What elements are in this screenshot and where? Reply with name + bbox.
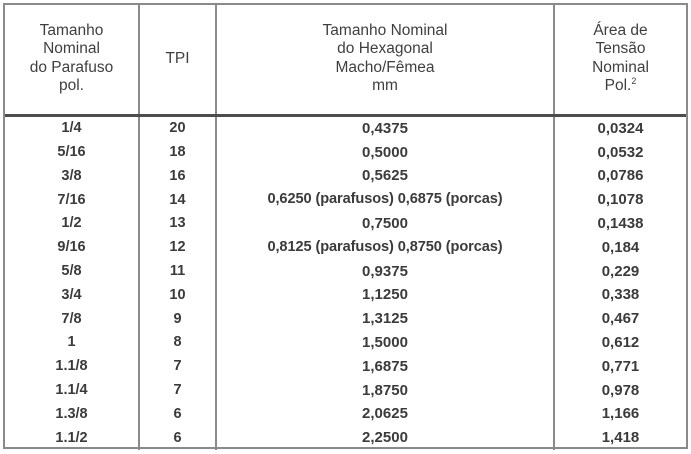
cell-size: 7/8 bbox=[5, 306, 140, 331]
table-row: 1 8 1,5000 0,612 bbox=[5, 330, 686, 355]
cell-size: 9/16 bbox=[5, 235, 140, 260]
table-row: 1.1/2 6 2,2500 1,418 bbox=[5, 425, 686, 450]
cell-tpi: 6 bbox=[139, 425, 217, 450]
cell-hex: 0,7500 bbox=[216, 211, 555, 236]
cell-tpi: 11 bbox=[139, 259, 217, 284]
column-header-tpi: TPI bbox=[139, 5, 217, 117]
cell-size: 1 bbox=[5, 330, 140, 355]
cell-hex: 0,4375 bbox=[216, 115, 555, 141]
column-header-hex-nominal-size: Tamanho Nominal do Hexagonal Macho/Fêmea mm bbox=[216, 5, 555, 117]
cell-tpi: 13 bbox=[139, 211, 217, 236]
cell-hex: 2,2500 bbox=[216, 425, 555, 450]
table-row: 1.1/8 7 1,6875 0,771 bbox=[5, 354, 686, 379]
header-line: Área de bbox=[593, 21, 648, 39]
header-row: Tamanho Nominal do Parafuso pol. TPI Tamanh… bbox=[5, 5, 686, 117]
cell-hex: 2,0625 bbox=[216, 402, 555, 426]
column-header-nominal-bolt-size: Tamanho Nominal do Parafuso pol. bbox=[5, 5, 140, 117]
cell-tpi: 8 bbox=[139, 330, 217, 355]
header-line: mm bbox=[372, 77, 398, 95]
cell-hex: 0,5625 bbox=[216, 164, 555, 188]
cell-size: 3/8 bbox=[5, 164, 140, 188]
table-row: 7/8 9 1,3125 0,467 bbox=[5, 306, 686, 331]
table-row: 5/8 11 0,9375 0,229 bbox=[5, 259, 686, 284]
cell-size: 3/4 bbox=[5, 283, 140, 307]
cell-hex: 1,8750 bbox=[216, 378, 555, 403]
cell-area: 0,1078 bbox=[597, 191, 644, 209]
header-line-text: Pol. bbox=[604, 77, 632, 95]
cell-hex: 1,6875 bbox=[216, 354, 555, 379]
cell-hex: 0,6250 (parafusos) 0,6875 (porcas) bbox=[216, 187, 555, 212]
table-row: 5/16 18 0,5000 0,0532 bbox=[5, 140, 686, 165]
cell-tpi: 18 bbox=[139, 140, 217, 165]
table-row: 1/2 13 0,7500 0,1438 bbox=[5, 211, 686, 236]
cell-hex: 1,3125 bbox=[216, 306, 555, 331]
cell-tpi: 7 bbox=[139, 378, 217, 403]
cell-area: 1,166 bbox=[601, 405, 640, 423]
cell-area: 0,0786 bbox=[597, 167, 644, 185]
table-row: 9/16 12 0,8125 (parafusos) 0,8750 (porcas)… bbox=[5, 235, 686, 260]
cell-tpi: 7 bbox=[139, 354, 217, 379]
column-header-nominal-stress-area: Área de Tensão Nominal Pol.2 bbox=[554, 5, 686, 117]
cell-area: 0,771 bbox=[601, 357, 640, 375]
cell-size: 1.1/2 bbox=[5, 425, 140, 450]
cell-size: 5/16 bbox=[5, 140, 140, 165]
cell-area: 1,418 bbox=[601, 429, 640, 447]
cell-area: 0,1438 bbox=[597, 215, 644, 233]
cell-size: 7/16 bbox=[5, 187, 140, 212]
cell-hex: 1,1250 bbox=[216, 283, 555, 307]
cell-area: 0,0324 bbox=[597, 119, 644, 137]
cell-hex: 0,9375 bbox=[216, 259, 555, 284]
cell-size: 1.1/4 bbox=[5, 378, 140, 403]
cell-size: 1.3/8 bbox=[5, 402, 140, 426]
cell-tpi: 14 bbox=[139, 187, 217, 212]
cell-area: 0,184 bbox=[601, 238, 640, 256]
cell-tpi: 20 bbox=[139, 115, 217, 141]
header-line: Tamanho bbox=[39, 21, 104, 39]
cell-hex: 0,5000 bbox=[216, 140, 555, 165]
cell-size: 1/2 bbox=[5, 211, 140, 236]
table-row: 7/16 14 0,6250 (parafusos) 0,6875 (porcas)… bbox=[5, 187, 686, 212]
cell-tpi: 6 bbox=[139, 402, 217, 426]
fastener-spec-table: Tamanho Nominal do Parafuso pol. TPI Tamanh… bbox=[5, 5, 686, 450]
cell-tpi: 9 bbox=[139, 306, 217, 331]
header-line: Pol.2 bbox=[558, 77, 683, 96]
cell-size: 1.1/8 bbox=[5, 354, 140, 379]
cell-hex: 1,5000 bbox=[216, 330, 555, 355]
cell-area: 0,338 bbox=[601, 286, 640, 304]
header-line: Tensão bbox=[595, 40, 646, 58]
table-row: 1.1/4 7 1,8750 0,978 bbox=[5, 378, 686, 403]
header-line: Macho/Fêmea bbox=[335, 58, 435, 76]
header-line: Nominal bbox=[592, 58, 649, 76]
header-line: do Hexagonal bbox=[337, 40, 433, 58]
table-row: 3/8 16 0,5625 0,0786 bbox=[5, 164, 686, 188]
table-header: Tamanho Nominal do Parafuso pol. TPI Tamanh… bbox=[5, 5, 686, 117]
spec-table-container: Tamanho Nominal do Parafuso pol. TPI Tamanh… bbox=[3, 3, 688, 450]
cell-tpi: 10 bbox=[139, 283, 217, 307]
cell-area: 0,467 bbox=[601, 310, 640, 328]
table-row: 3/4 10 1,1250 0,338 bbox=[5, 283, 686, 307]
table-row: 1/4 20 0,4375 0,0324 bbox=[5, 115, 686, 141]
superscript-two: 2 bbox=[631, 76, 637, 87]
table-body: 1/4 20 0,4375 0,0324 5/16 18 0,5000 0,0532 3/8 16… bbox=[5, 115, 686, 450]
header-line: pol. bbox=[59, 77, 84, 95]
cell-area: 0,0532 bbox=[597, 143, 644, 161]
header-line: do Parafuso bbox=[29, 58, 114, 76]
header-line: TPI bbox=[165, 49, 190, 67]
cell-tpi: 12 bbox=[139, 235, 217, 260]
cell-area: 0,612 bbox=[601, 334, 640, 352]
cell-size: 1/4 bbox=[5, 115, 140, 141]
cell-size: 5/8 bbox=[5, 259, 140, 284]
cell-tpi: 16 bbox=[139, 164, 217, 188]
header-line: Tamanho Nominal bbox=[322, 21, 448, 39]
cell-area: 0,229 bbox=[601, 262, 640, 280]
header-line: Nominal bbox=[43, 40, 100, 58]
cell-hex: 0,8125 (parafusos) 0,8750 (porcas) bbox=[216, 235, 555, 260]
cell-area: 0,978 bbox=[601, 381, 640, 399]
table-row: 1.3/8 6 2,0625 1,166 bbox=[5, 402, 686, 426]
